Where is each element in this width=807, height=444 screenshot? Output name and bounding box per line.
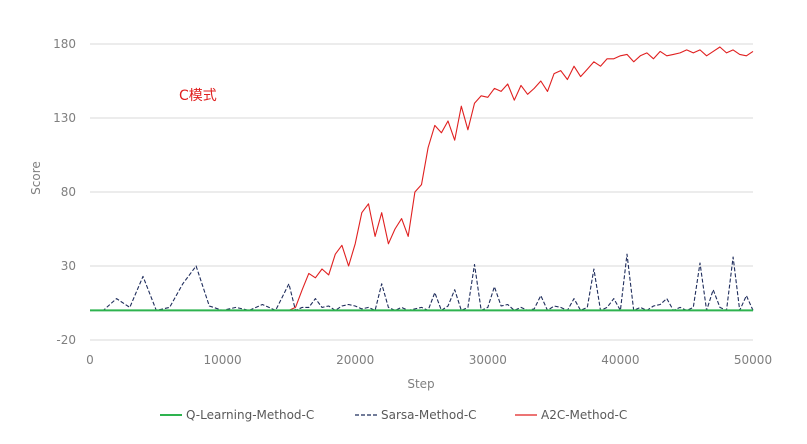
legend-label: A2C-Method-C (541, 408, 627, 422)
y-tick-label: 30 (61, 259, 76, 273)
gridlines (90, 43, 753, 341)
chart-annotation: C模式 (179, 88, 217, 104)
legend: Q-Learning-Method-C Sarsa-Method-C A2C-Met… (160, 408, 627, 422)
x-tick-label: 50000 (734, 353, 772, 367)
series-line-a2c-method-c (90, 46, 754, 311)
x-tick-label: 0 (86, 353, 94, 367)
tick-labels: -20 30 80 130 180 0 10000 20000 30000 40000 50000 (53, 37, 772, 367)
y-tick-label: 130 (53, 111, 76, 125)
legend-label: Q-Learning-Method-C (186, 408, 314, 422)
y-tick-label: -20 (56, 333, 76, 347)
y-tick-label: 180 (53, 37, 76, 51)
x-tick-label: 10000 (204, 353, 242, 367)
y-axis-title: Score (29, 161, 43, 195)
x-tick-label: 20000 (336, 353, 374, 367)
x-tick-label: 30000 (469, 353, 507, 367)
series-line-sarsa-method-c (90, 253, 754, 311)
x-tick-label: 40000 (601, 353, 639, 367)
legend-label: Sarsa-Method-C (381, 408, 477, 422)
y-tick-label: 80 (61, 185, 76, 199)
x-axis-title: Step (407, 377, 434, 391)
series-lines (90, 46, 754, 312)
